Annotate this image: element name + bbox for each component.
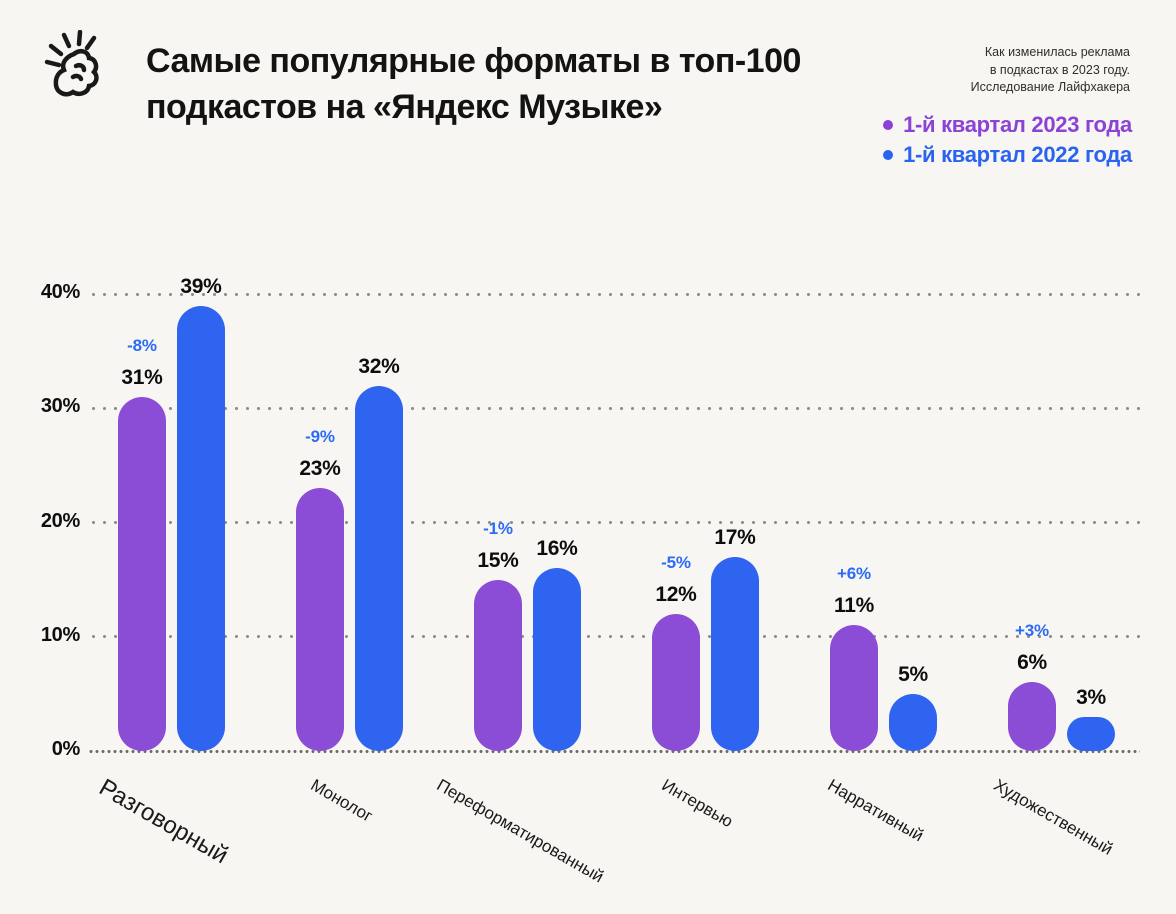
- value-label-2023: 15%: [477, 548, 519, 572]
- title-line-2: подкастов на «Яндекс Музыке»: [146, 88, 663, 126]
- bar-2022: [1067, 716, 1115, 751]
- page-title: Самые популярные форматы в топ-100 подка…: [146, 38, 801, 130]
- bar-2023: [296, 488, 344, 751]
- value-label-2022: 39%: [180, 274, 222, 298]
- value-label-2023: 6%: [1017, 651, 1047, 675]
- bar-2022: [177, 305, 225, 751]
- y-axis-tick-label: 10%: [40, 623, 80, 646]
- change-label: -8%: [127, 335, 157, 355]
- snap-fingers-icon: [44, 30, 99, 97]
- value-label-2022: 3%: [1076, 685, 1106, 709]
- bar-2023: [1008, 682, 1056, 751]
- bar-2023: [652, 613, 700, 751]
- change-label: -1%: [483, 518, 513, 538]
- change-label: -5%: [661, 552, 691, 572]
- value-label-2022: 16%: [536, 537, 578, 561]
- gridline: [88, 749, 1140, 753]
- bar-2023: [118, 396, 166, 751]
- value-label-2022: 5%: [898, 662, 928, 686]
- legend: 1-й квартал 2023 года 1-й квартал 2022 г…: [883, 112, 1132, 168]
- value-label-2023: 31%: [121, 365, 163, 389]
- gridline: [88, 406, 1140, 410]
- bar-2022: [533, 568, 581, 751]
- change-label: -9%: [305, 427, 335, 447]
- bar-2022: [355, 385, 403, 751]
- y-axis-tick-label: 0%: [51, 738, 81, 760]
- x-axis-category-label: Переформатированный: [433, 775, 607, 887]
- value-label-2022: 17%: [714, 525, 756, 549]
- gridline: [88, 635, 1140, 639]
- legend-label-2023: 1-й квартал 2023 года: [903, 112, 1132, 137]
- value-label-2023: 23%: [299, 457, 341, 481]
- legend-item-2022: 1-й квартал 2022 года: [883, 142, 1132, 168]
- bar-2023: [830, 625, 878, 751]
- y-axis-tick-label: 30%: [40, 395, 80, 418]
- y-axis-tick-label: 40%: [40, 281, 80, 304]
- legend-item-2023: 1-й квартал 2023 года: [883, 112, 1132, 138]
- bar-2022: [711, 556, 759, 751]
- gridline: [88, 292, 1140, 296]
- legend-label-2022: 1-й квартал 2022 года: [903, 142, 1132, 167]
- x-axis-category-label: Художественный: [990, 775, 1117, 859]
- x-axis-category-label: Нарративный: [824, 775, 927, 846]
- legend-bullet-2022-icon: [883, 150, 894, 160]
- value-label-2023: 12%: [655, 582, 697, 606]
- legend-bullet-2023-icon: [883, 120, 894, 130]
- bar-2022: [889, 693, 937, 751]
- y-axis-tick-label: 20%: [40, 509, 80, 532]
- title-line-1: Самые популярные форматы в топ-100: [146, 42, 801, 80]
- gridline: [88, 521, 1140, 525]
- x-axis-category-label: Интервью: [658, 775, 737, 832]
- value-label-2022: 32%: [358, 354, 400, 378]
- x-axis-category-label: Разговорный: [94, 773, 233, 870]
- change-label: +6%: [837, 564, 871, 584]
- change-label: +3%: [1015, 621, 1049, 641]
- value-label-2023: 11%: [834, 594, 874, 618]
- source-note: Как изменилась реклама в подкастах в 202…: [970, 45, 1130, 94]
- bar-2023: [474, 579, 522, 751]
- x-axis-category-label: Монолог: [307, 775, 376, 826]
